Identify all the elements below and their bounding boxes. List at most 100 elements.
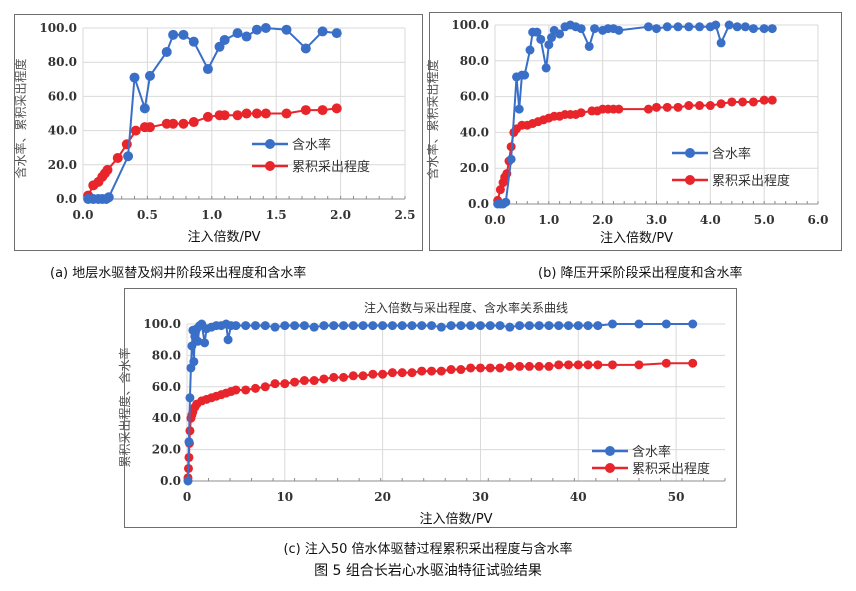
data-point xyxy=(368,369,378,379)
data-point xyxy=(260,108,271,119)
chart-a: 0.0 20.0 40.0 60.0 80.0 100.0 0.0 0.5 1.0 1.5 2.0 2… xyxy=(13,21,415,245)
data-point xyxy=(495,363,505,373)
data-point xyxy=(695,101,705,111)
data-point xyxy=(727,97,737,107)
data-point xyxy=(534,361,544,371)
y-tick-label: 20.0 xyxy=(48,158,77,172)
data-point xyxy=(309,322,319,332)
data-point xyxy=(241,108,252,119)
data-point xyxy=(188,36,199,47)
x-tick-label: 10 xyxy=(276,490,293,504)
y-axis-label: 含水率、累积采出程度 xyxy=(425,59,440,179)
series-recovery xyxy=(183,358,698,483)
y-tick-label: 100.0 xyxy=(143,317,181,331)
data-point xyxy=(466,363,476,373)
data-point xyxy=(583,321,593,331)
caption-c: (c) 注入50 倍水体驱替过程累积采出程度与含水率 xyxy=(283,542,573,557)
caption-a: (a) 地层水驱替及焖井阶段采出程度和含水率 xyxy=(50,266,307,281)
data-point xyxy=(520,70,530,80)
data-point xyxy=(290,321,300,331)
data-point xyxy=(339,321,349,331)
data-point xyxy=(130,125,141,136)
data-point xyxy=(456,365,466,375)
data-point xyxy=(688,319,698,329)
x-tick-label: 0 xyxy=(183,490,191,504)
data-point xyxy=(524,361,534,371)
y-tick-label: 100.0 xyxy=(39,21,77,35)
data-point xyxy=(563,360,573,370)
data-point xyxy=(387,368,397,378)
data-point xyxy=(183,476,193,486)
data-point xyxy=(417,366,427,376)
y-tick-label: 20.0 xyxy=(152,443,181,457)
x-tick-label: 2.0 xyxy=(330,208,351,222)
data-point xyxy=(673,102,683,112)
data-point xyxy=(547,33,557,43)
data-point xyxy=(123,151,134,162)
data-point xyxy=(144,122,155,133)
data-point xyxy=(652,24,661,34)
x-tick-label: 20 xyxy=(374,490,391,504)
data-point xyxy=(544,321,554,331)
data-point xyxy=(193,336,203,346)
y-tick-label: 80.0 xyxy=(152,348,181,362)
data-point xyxy=(202,111,213,122)
data-point xyxy=(144,70,155,81)
data-point xyxy=(378,321,388,331)
x-tick-label: 30 xyxy=(472,490,489,504)
data-point xyxy=(331,28,342,39)
data-point xyxy=(767,95,777,105)
x-tick-label: 5.0 xyxy=(754,213,775,227)
data-point xyxy=(231,385,241,395)
series-water-cut xyxy=(83,23,342,204)
data-point xyxy=(573,321,583,331)
data-point xyxy=(397,368,407,378)
data-point xyxy=(368,321,378,331)
data-point xyxy=(759,95,769,105)
data-point xyxy=(634,319,644,329)
data-point xyxy=(661,319,671,329)
x-tick-label: 2.5 xyxy=(395,208,416,222)
x-tick-label: 3.0 xyxy=(646,213,667,227)
data-point xyxy=(505,361,515,371)
x-tick-label: 1.0 xyxy=(201,208,222,222)
data-point xyxy=(309,376,319,386)
data-point xyxy=(576,24,586,34)
data-point xyxy=(300,43,311,54)
data-point xyxy=(319,321,329,331)
y-tick-label: 40.0 xyxy=(48,124,77,138)
x-tick-label: 1.0 xyxy=(538,213,559,227)
data-point xyxy=(573,360,583,370)
data-point xyxy=(724,20,734,30)
x-tick-label: 2.0 xyxy=(592,213,613,227)
data-point xyxy=(280,321,290,331)
x-axis-label: 注入倍数/PV xyxy=(187,230,260,245)
data-point xyxy=(738,97,748,107)
data-point xyxy=(129,72,140,83)
y-tick-label: 0.0 xyxy=(468,197,489,211)
y-tick-label: 80.0 xyxy=(460,54,489,68)
y-tick-label: 60.0 xyxy=(460,90,489,104)
data-point xyxy=(525,45,535,55)
data-point xyxy=(446,321,456,331)
x-tick-label: 40 xyxy=(570,490,587,504)
data-point xyxy=(317,105,328,116)
data-point xyxy=(711,20,721,30)
y-tick-label: 80.0 xyxy=(48,55,77,69)
data-point xyxy=(716,99,726,109)
data-point xyxy=(378,369,388,379)
data-point xyxy=(251,24,262,35)
x-tick-label: 50 xyxy=(668,490,685,504)
x-tick-label: 6.0 xyxy=(808,213,829,227)
data-point xyxy=(505,322,515,332)
y-tick-label: 60.0 xyxy=(152,380,181,394)
data-point xyxy=(331,103,342,114)
data-point xyxy=(501,197,511,207)
data-point xyxy=(590,24,600,34)
data-point xyxy=(270,379,280,389)
data-point xyxy=(339,372,349,382)
data-point xyxy=(232,110,243,121)
data-point xyxy=(614,25,624,35)
data-point xyxy=(427,366,437,376)
